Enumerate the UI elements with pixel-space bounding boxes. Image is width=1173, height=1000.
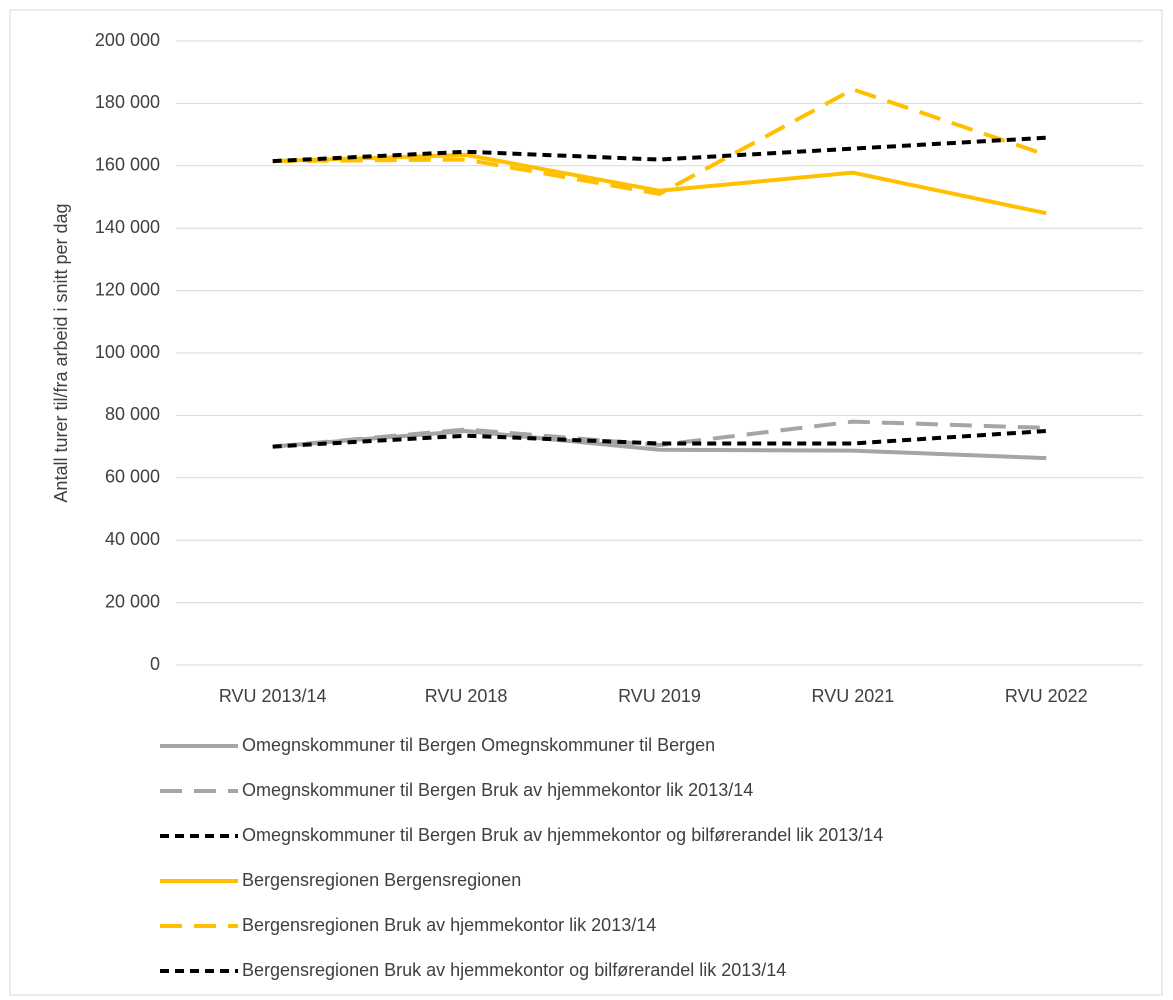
- y-tick-label: 40 000: [105, 529, 160, 549]
- x-tick-label: RVU 2019: [618, 686, 701, 706]
- y-tick-label: 60 000: [105, 467, 160, 487]
- y-tick-label: 80 000: [105, 404, 160, 424]
- series-line: [272, 428, 1047, 461]
- x-tick-label: RVU 2018: [425, 686, 508, 706]
- legend-label: Bergensregionen Bergensregionen: [242, 870, 521, 890]
- series-line: [272, 87, 1047, 196]
- y-tick-label: 200 000: [95, 30, 160, 50]
- legend-label: Bergensregionen Bruk av hjemmekontor lik…: [242, 915, 656, 935]
- legend-label: Bergensregionen Bruk av hjemmekontor og …: [242, 960, 786, 980]
- x-tick-label: RVU 2013/14: [219, 686, 327, 706]
- x-tick-label: RVU 2021: [812, 686, 895, 706]
- y-tick-label: 0: [150, 654, 160, 674]
- y-tick-label: 160 000: [95, 155, 160, 175]
- series-line: [272, 419, 1047, 449]
- legend-label: Omegnskommuner til Bergen Bruk av hjemme…: [242, 780, 753, 800]
- y-tick-label: 100 000: [95, 342, 160, 362]
- legend-label: Omegnskommuner til Bergen Omegnskommuner…: [242, 735, 715, 755]
- y-tick-label: 20 000: [105, 591, 160, 611]
- y-axis-title: Antall turer til/fra arbeid i snitt per …: [51, 203, 71, 502]
- series-line: [272, 152, 1047, 216]
- x-tick-label: RVU 2022: [1005, 686, 1088, 706]
- series-line: [272, 429, 1047, 449]
- y-tick-label: 120 000: [95, 279, 160, 299]
- chart-frame: [9, 9, 1163, 996]
- series-line: [272, 135, 1047, 164]
- y-tick-label: 140 000: [95, 217, 160, 237]
- legend-label: Omegnskommuner til Bergen Bruk av hjemme…: [242, 825, 883, 845]
- y-tick-label: 180 000: [95, 92, 160, 112]
